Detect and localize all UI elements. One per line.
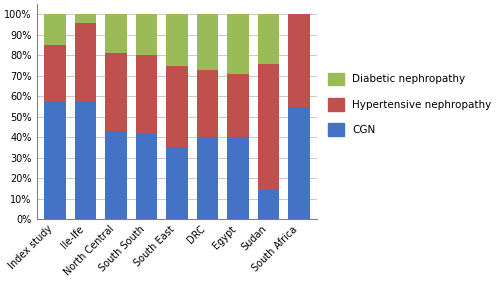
Bar: [74, 102, 96, 219]
Bar: [288, 107, 310, 219]
Bar: [105, 14, 126, 53]
Bar: [136, 133, 157, 219]
Bar: [44, 45, 66, 102]
Bar: [228, 14, 248, 74]
Bar: [44, 14, 66, 45]
Bar: [196, 70, 218, 137]
Bar: [166, 66, 188, 147]
Legend: Diabetic nephropathy, Hypertensive nephropathy, CGN: Diabetic nephropathy, Hypertensive nephr…: [326, 70, 495, 139]
Bar: [196, 14, 218, 70]
Bar: [196, 137, 218, 219]
Bar: [288, 14, 310, 107]
Bar: [105, 53, 126, 131]
Bar: [44, 102, 66, 219]
Bar: [136, 14, 157, 55]
Bar: [166, 147, 188, 219]
Bar: [228, 137, 248, 219]
Bar: [228, 74, 248, 137]
Bar: [74, 14, 96, 23]
Bar: [166, 14, 188, 66]
Bar: [258, 190, 279, 219]
Bar: [258, 14, 279, 63]
Bar: [258, 63, 279, 190]
Bar: [74, 23, 96, 102]
Bar: [105, 131, 126, 219]
Bar: [136, 55, 157, 133]
